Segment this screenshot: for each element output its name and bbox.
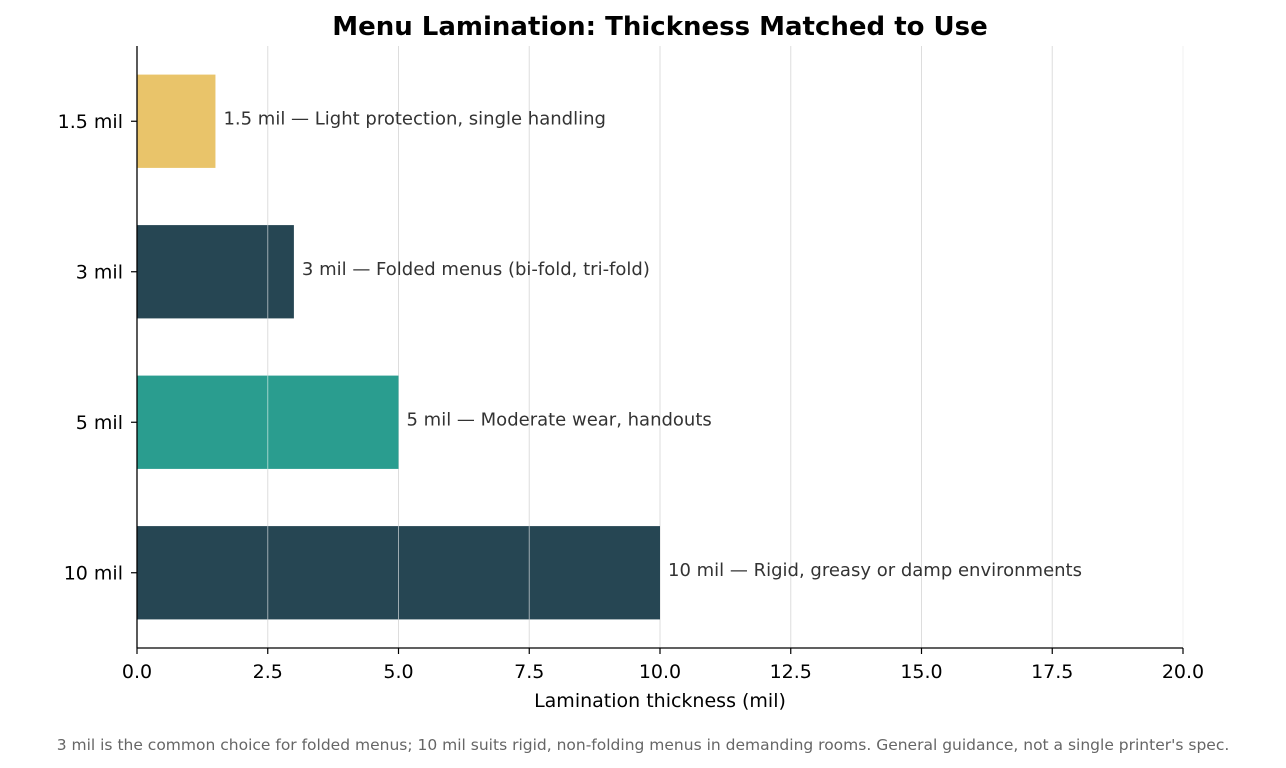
- y-tick-label: 10 mil: [64, 562, 123, 584]
- bar-label: 10 mil — Rigid, greasy or damp environme…: [668, 560, 1082, 581]
- bar: [137, 225, 294, 319]
- bar-label: 3 mil — Folded menus (bi-fold, tri-fold): [302, 259, 650, 280]
- x-tick-label: 5.0: [383, 661, 413, 683]
- bar-gridlines: [267, 225, 530, 620]
- x-axis-ticks: 0.0 2.5 5.0 7.5 10.0 12.5 15.0 17.5 20.0: [122, 648, 1204, 683]
- x-tick-label: 20.0: [1162, 661, 1204, 683]
- bar-labels: 1.5 mil — Light protection, single handl…: [223, 108, 1082, 581]
- x-tick-label: 2.5: [253, 661, 283, 683]
- x-tick-label: 15.0: [900, 661, 942, 683]
- y-tick-label: 3 mil: [76, 261, 123, 283]
- y-tick-label: 5 mil: [76, 412, 123, 434]
- x-tick-label: 10.0: [639, 661, 681, 683]
- bar: [137, 74, 216, 168]
- x-tick-label: 0.0: [122, 661, 152, 683]
- x-tick-label: 12.5: [770, 661, 812, 683]
- bar-label: 5 mil — Moderate wear, handouts: [407, 409, 712, 430]
- x-axis-label: Lamination thickness (mil): [534, 690, 786, 712]
- y-axis-ticks: 1.5 mil 3 mil 5 mil 10 mil: [58, 111, 137, 584]
- y-tick-label: 1.5 mil: [58, 111, 123, 133]
- footnote: 3 mil is the common choice for folded me…: [57, 736, 1230, 754]
- gridlines: [267, 46, 1184, 648]
- x-tick-label: 7.5: [514, 661, 544, 683]
- x-tick-label: 17.5: [1031, 661, 1073, 683]
- bar-label: 1.5 mil — Light protection, single handl…: [223, 108, 605, 129]
- chart-title: Menu Lamination: Thickness Matched to Us…: [332, 12, 988, 42]
